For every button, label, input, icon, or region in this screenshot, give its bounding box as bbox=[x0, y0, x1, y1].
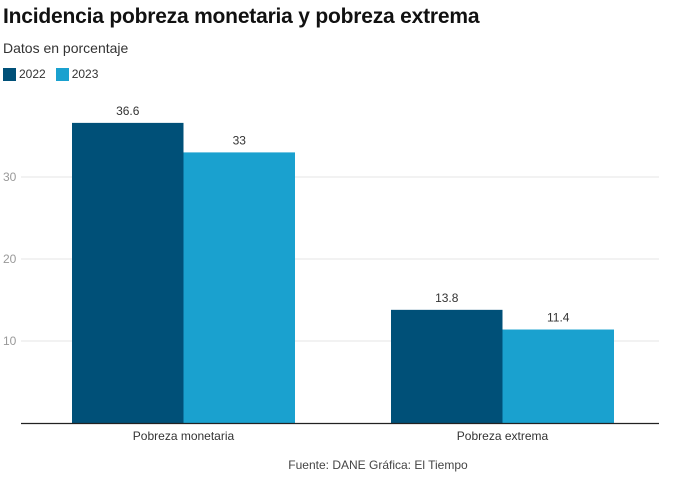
legend-item-2023: 2023 bbox=[55, 67, 99, 81]
legend-swatch-2022 bbox=[3, 67, 16, 81]
bar-2022-1 bbox=[391, 309, 503, 423]
data-label-2023-1: 11.4 bbox=[547, 311, 570, 325]
data-label-2023-0: 33 bbox=[233, 133, 247, 147]
legend: 2022 2023 bbox=[3, 67, 108, 81]
legend-item-2022: 2022 bbox=[3, 67, 46, 81]
x-tick-label-0: Pobreza monetaria bbox=[133, 429, 235, 443]
bar-2023-0 bbox=[183, 152, 295, 423]
y-tick-label-20: 20 bbox=[3, 252, 17, 266]
bar-2022-0 bbox=[72, 122, 184, 423]
data-label-2022-1: 13.8 bbox=[435, 291, 459, 305]
y-tick-label-30: 30 bbox=[3, 170, 17, 184]
legend-swatch-2023 bbox=[55, 67, 69, 81]
legend-label-2022: 2022 bbox=[19, 67, 46, 81]
bar-2023-1 bbox=[502, 329, 614, 423]
x-tick-label-1: Pobreza extrema bbox=[457, 429, 549, 443]
data-label-2022-0: 36.6 bbox=[116, 104, 140, 118]
chart-title: Incidencia pobreza monetaria y pobreza e… bbox=[3, 5, 480, 28]
source-note: Fuente: DANE Gráfica: El Tiempo bbox=[288, 458, 468, 472]
legend-label-2023: 2023 bbox=[71, 67, 99, 81]
y-tick-label-10: 10 bbox=[3, 334, 17, 348]
chart-subtitle: Datos en porcentaje bbox=[3, 40, 129, 56]
